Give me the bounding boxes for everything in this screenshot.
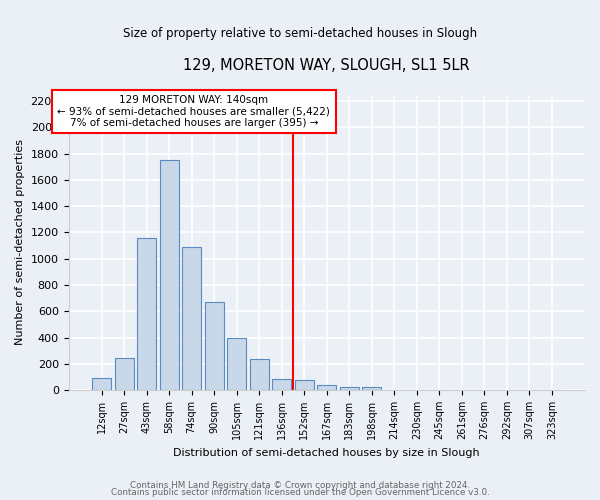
Bar [182, 247, 201, 390]
Bar [317, 386, 337, 390]
Bar [160, 160, 179, 390]
Bar [92, 378, 111, 390]
Bar [362, 388, 382, 390]
Y-axis label: Number of semi-detached properties: Number of semi-detached properties [15, 140, 25, 346]
Bar [295, 380, 314, 390]
Bar [272, 379, 291, 390]
Text: Size of property relative to semi-detached houses in Slough: Size of property relative to semi-detach… [123, 28, 477, 40]
X-axis label: Distribution of semi-detached houses by size in Slough: Distribution of semi-detached houses by … [173, 448, 480, 458]
Bar [340, 387, 359, 390]
Bar [227, 338, 246, 390]
Bar [137, 238, 156, 390]
Text: Contains public sector information licensed under the Open Government Licence v3: Contains public sector information licen… [110, 488, 490, 497]
Text: Contains HM Land Registry data © Crown copyright and database right 2024.: Contains HM Land Registry data © Crown c… [130, 480, 470, 490]
Bar [205, 302, 224, 390]
Bar [115, 358, 134, 390]
Text: 129 MORETON WAY: 140sqm
← 93% of semi-detached houses are smaller (5,422)
7% of : 129 MORETON WAY: 140sqm ← 93% of semi-de… [58, 95, 331, 128]
Title: 129, MORETON WAY, SLOUGH, SL1 5LR: 129, MORETON WAY, SLOUGH, SL1 5LR [184, 58, 470, 72]
Bar [250, 359, 269, 390]
